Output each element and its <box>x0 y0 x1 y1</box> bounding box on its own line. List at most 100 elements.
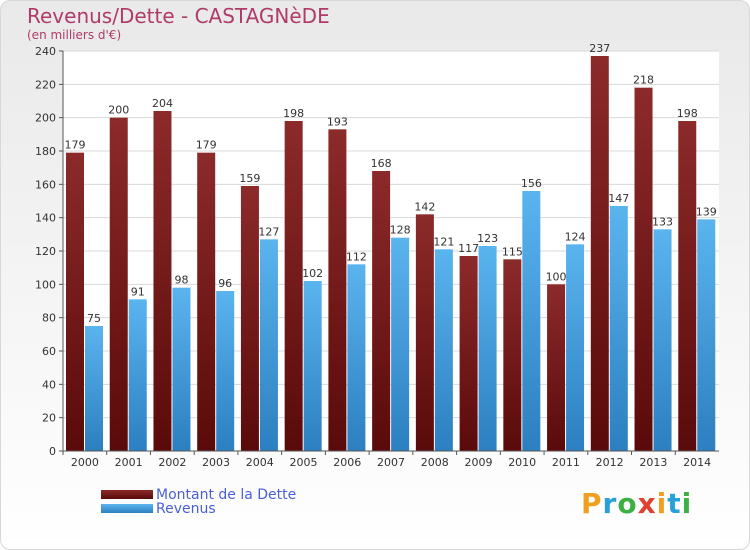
data-label: 112 <box>346 250 367 263</box>
data-label: 198 <box>283 107 304 120</box>
bar-dette <box>284 121 303 451</box>
data-label: 200 <box>108 104 129 117</box>
chart-subtitle: (en milliers d'€) <box>27 28 122 42</box>
bar-revenus <box>172 287 191 451</box>
bar-revenus <box>216 291 235 451</box>
data-label: 179 <box>65 139 86 152</box>
y-tick-label: 40 <box>42 378 56 391</box>
x-tick-label: 2004 <box>246 456 274 469</box>
bar-revenus <box>697 219 716 451</box>
x-tick-label: 2002 <box>158 456 186 469</box>
bar-dette <box>240 186 259 451</box>
data-label: 159 <box>239 172 260 185</box>
bar-dette <box>634 87 653 452</box>
data-label: 75 <box>87 312 101 325</box>
data-label: 168 <box>371 157 392 170</box>
bar-revenus <box>128 299 147 451</box>
data-label: 218 <box>633 74 654 87</box>
proxiti-logo: Proxiti <box>581 487 692 520</box>
bar-dette <box>109 117 128 452</box>
y-tick-label: 160 <box>35 178 56 191</box>
logo-letter: i <box>656 487 668 520</box>
legend-swatch-revenus <box>101 504 153 513</box>
bar-revenus <box>434 249 453 451</box>
data-label: 237 <box>589 42 610 55</box>
logo-letter: i <box>681 487 693 520</box>
data-label: 139 <box>696 205 717 218</box>
data-label: 128 <box>390 224 411 237</box>
bar-dette <box>547 284 566 451</box>
data-label: 96 <box>218 277 232 290</box>
bar-revenus <box>566 244 585 451</box>
x-tick-label: 2010 <box>508 456 536 469</box>
x-tick-label: 2013 <box>639 456 667 469</box>
y-tick-label: 140 <box>35 212 56 225</box>
bar-dette <box>153 111 172 451</box>
x-tick-label: 2003 <box>202 456 230 469</box>
x-tick-label: 2011 <box>552 456 580 469</box>
bar-dette <box>590 56 609 451</box>
bar-dette <box>197 152 216 451</box>
bar-dette <box>372 171 391 451</box>
data-label: 142 <box>414 200 435 213</box>
bar-dette <box>678 121 697 451</box>
bar-revenus <box>609 206 628 451</box>
y-tick-label: 120 <box>35 245 56 258</box>
bar-dette <box>459 256 478 451</box>
y-tick-label: 60 <box>42 345 56 358</box>
bar-revenus <box>259 239 278 451</box>
y-tick-label: 100 <box>35 278 56 291</box>
x-tick-label: 2012 <box>596 456 624 469</box>
bar-revenus <box>478 246 497 451</box>
legend-label-revenus: Revenus <box>156 501 216 517</box>
x-tick-label: 2009 <box>464 456 492 469</box>
y-tick-label: 180 <box>35 145 56 158</box>
data-label: 127 <box>258 225 279 238</box>
bar-revenus <box>303 281 322 451</box>
data-label: 100 <box>546 270 567 283</box>
data-label: 133 <box>652 215 673 228</box>
y-tick-label: 80 <box>42 312 56 325</box>
bar-revenus <box>653 229 672 451</box>
x-tick-label: 2005 <box>290 456 318 469</box>
data-label: 156 <box>521 177 542 190</box>
data-label: 193 <box>327 115 348 128</box>
bar-dette <box>328 129 347 452</box>
legend-label-dette: Montant de la Dette <box>156 487 297 503</box>
logo-letter: r <box>602 487 618 520</box>
y-tick-label: 0 <box>49 445 56 458</box>
data-label: 115 <box>502 245 523 258</box>
y-tick-label: 240 <box>35 45 56 58</box>
y-tick-label: 220 <box>35 78 56 91</box>
x-tick-label: 2014 <box>683 456 711 469</box>
bar-revenus <box>85 326 103 451</box>
y-tick-label: 20 <box>42 412 56 425</box>
bar-revenus <box>522 191 541 451</box>
data-label: 121 <box>433 235 454 248</box>
data-label: 102 <box>302 267 323 280</box>
data-label: 204 <box>152 97 173 110</box>
x-tick-label: 2001 <box>115 456 143 469</box>
data-label: 91 <box>131 285 145 298</box>
bar-revenus <box>347 264 366 451</box>
logo-letter: o <box>617 487 638 520</box>
data-label: 117 <box>458 242 479 255</box>
bar-dette <box>503 259 522 451</box>
data-label: 98 <box>174 274 188 287</box>
chart-title: Revenus/Dette - CASTAGNèDE <box>27 4 330 28</box>
data-label: 123 <box>477 232 498 245</box>
logo-letter: x <box>637 487 657 520</box>
x-tick-label: 2006 <box>333 456 361 469</box>
data-label: 124 <box>565 230 586 243</box>
x-tick-label: 2008 <box>421 456 449 469</box>
x-tick-label: 2000 <box>71 456 99 469</box>
logo-letter: P <box>581 487 603 520</box>
data-label: 147 <box>608 192 629 205</box>
y-tick-label: 200 <box>35 112 56 125</box>
bar-revenus <box>391 237 410 451</box>
x-tick-label: 2007 <box>377 456 405 469</box>
bar-dette <box>66 152 84 451</box>
logo-letter: t <box>667 487 682 520</box>
